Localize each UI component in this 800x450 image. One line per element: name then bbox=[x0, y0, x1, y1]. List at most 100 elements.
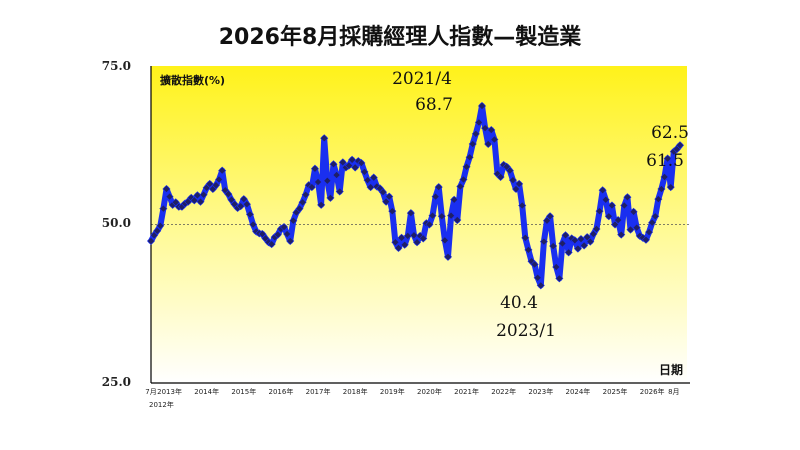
data-point-marker bbox=[561, 231, 570, 240]
x-tick-label: 2017年 bbox=[306, 387, 331, 396]
x-tick-label: 2015年 bbox=[231, 387, 256, 396]
data-point-marker bbox=[558, 239, 567, 248]
x-axis-label: 日期 bbox=[659, 362, 683, 377]
data-point-marker bbox=[283, 229, 292, 239]
data-point-marker bbox=[437, 212, 446, 221]
data-point-marker bbox=[245, 210, 255, 219]
data-point-marker bbox=[601, 195, 610, 204]
data-point-marker bbox=[295, 204, 304, 213]
data-point-marker bbox=[533, 273, 542, 282]
data-point-marker bbox=[453, 216, 462, 225]
data-point-marker bbox=[348, 155, 357, 164]
annotation-previous-value: 61.5 bbox=[646, 151, 684, 171]
data-point-marker bbox=[468, 139, 477, 149]
data-point-marker bbox=[481, 124, 490, 133]
data-point-marker bbox=[335, 187, 344, 196]
data-point-marker bbox=[657, 184, 666, 194]
data-point-marker bbox=[378, 188, 388, 197]
data-point-marker bbox=[317, 200, 326, 209]
data-point-marker bbox=[320, 134, 329, 143]
data-point-marker bbox=[465, 153, 474, 162]
data-point-marker bbox=[279, 223, 289, 232]
data-point-marker bbox=[428, 211, 437, 220]
data-point-marker bbox=[512, 184, 521, 194]
y-tick-label-mid: 50.0 bbox=[102, 216, 131, 230]
x-tick-labels: 7月 2012年 2013年 2014年 2015年 2016年 2017年 2018年 201… bbox=[145, 387, 679, 409]
x-tick-label: 2019年 bbox=[380, 387, 405, 396]
data-point-marker bbox=[162, 184, 171, 194]
annotation-peak-value: 68.7 bbox=[415, 95, 453, 115]
data-point-marker bbox=[190, 196, 199, 205]
data-point-marker bbox=[205, 179, 214, 188]
y-tick-label-bottom: 25.0 bbox=[102, 375, 131, 389]
x-tick-label: 8月 bbox=[668, 388, 679, 396]
data-point-marker bbox=[620, 201, 629, 210]
data-point-marker bbox=[382, 197, 391, 206]
data-point-marker bbox=[456, 182, 465, 191]
x-tick-label: 2020年 bbox=[417, 387, 442, 396]
data-point-marker bbox=[595, 207, 604, 216]
data-point-marker bbox=[589, 229, 598, 239]
data-point-marker bbox=[645, 228, 654, 237]
data-point-marker bbox=[505, 166, 514, 175]
y-axis-label: 擴散指數(%) bbox=[160, 73, 225, 87]
x-tick-label: 2024年 bbox=[565, 387, 590, 396]
data-point-marker bbox=[419, 234, 428, 243]
data-point-marker bbox=[357, 158, 366, 168]
data-point-marker bbox=[524, 245, 533, 254]
data-point-marker bbox=[338, 158, 347, 167]
data-point-marker bbox=[400, 240, 409, 249]
data-point-marker bbox=[394, 243, 403, 252]
data-point-marker bbox=[413, 238, 422, 247]
data-point-marker bbox=[366, 183, 375, 192]
data-point-marker bbox=[508, 176, 517, 185]
data-point-marker bbox=[666, 183, 675, 192]
data-point-marker bbox=[592, 224, 601, 233]
data-point-marker bbox=[385, 192, 394, 201]
data-point-marker bbox=[289, 216, 298, 225]
data-point-marker bbox=[159, 204, 168, 213]
x-tick-label: 2026年 bbox=[640, 387, 665, 396]
x-tick-label: 2016年 bbox=[269, 387, 294, 396]
data-point-marker bbox=[598, 186, 607, 195]
data-point-marker bbox=[218, 166, 227, 175]
data-point-marker bbox=[199, 190, 208, 199]
data-point-marker bbox=[440, 236, 449, 245]
data-point-marker bbox=[471, 129, 480, 138]
data-point-marker bbox=[443, 252, 453, 261]
data-point-marker bbox=[496, 172, 505, 181]
data-point-marker bbox=[239, 195, 248, 204]
data-point-marker bbox=[675, 141, 685, 150]
data-point-marker bbox=[363, 176, 372, 185]
data-point-marker bbox=[329, 160, 338, 169]
data-point-marker bbox=[236, 202, 245, 211]
data-point-marker bbox=[146, 236, 156, 246]
annotation-latest-value: 62.5 bbox=[651, 123, 689, 143]
data-point-marker bbox=[344, 161, 354, 170]
annotation-peak-date: 2021/4 bbox=[392, 69, 452, 89]
data-point-marker bbox=[552, 262, 561, 272]
data-point-marker bbox=[193, 191, 202, 200]
data-point-marker bbox=[573, 244, 582, 253]
data-point-marker bbox=[629, 207, 638, 216]
y-tick-label-top: 75.0 bbox=[102, 59, 131, 73]
data-point-marker bbox=[530, 260, 539, 269]
data-point-marker bbox=[663, 154, 672, 163]
data-point-marker bbox=[474, 118, 483, 127]
data-point-marker bbox=[539, 237, 548, 246]
data-point-marker bbox=[515, 179, 524, 188]
data-point-marker bbox=[286, 236, 295, 246]
data-point-marker bbox=[314, 177, 323, 187]
data-point-marker bbox=[434, 183, 443, 192]
annotation-trough-date: 2023/1 bbox=[496, 321, 556, 341]
data-point-marker bbox=[487, 126, 496, 135]
chart-title: 2026年8月採購經理人指數—製造業 bbox=[219, 24, 583, 50]
data-point-marker bbox=[332, 171, 341, 180]
x-tick-label: 2021年 bbox=[454, 387, 479, 396]
data-point-marker bbox=[153, 226, 162, 235]
x-tick-label: 2013年 bbox=[157, 387, 182, 396]
annotation-trough-value: 40.4 bbox=[500, 293, 538, 313]
data-point-marker bbox=[648, 218, 657, 227]
data-point-marker bbox=[586, 237, 595, 246]
